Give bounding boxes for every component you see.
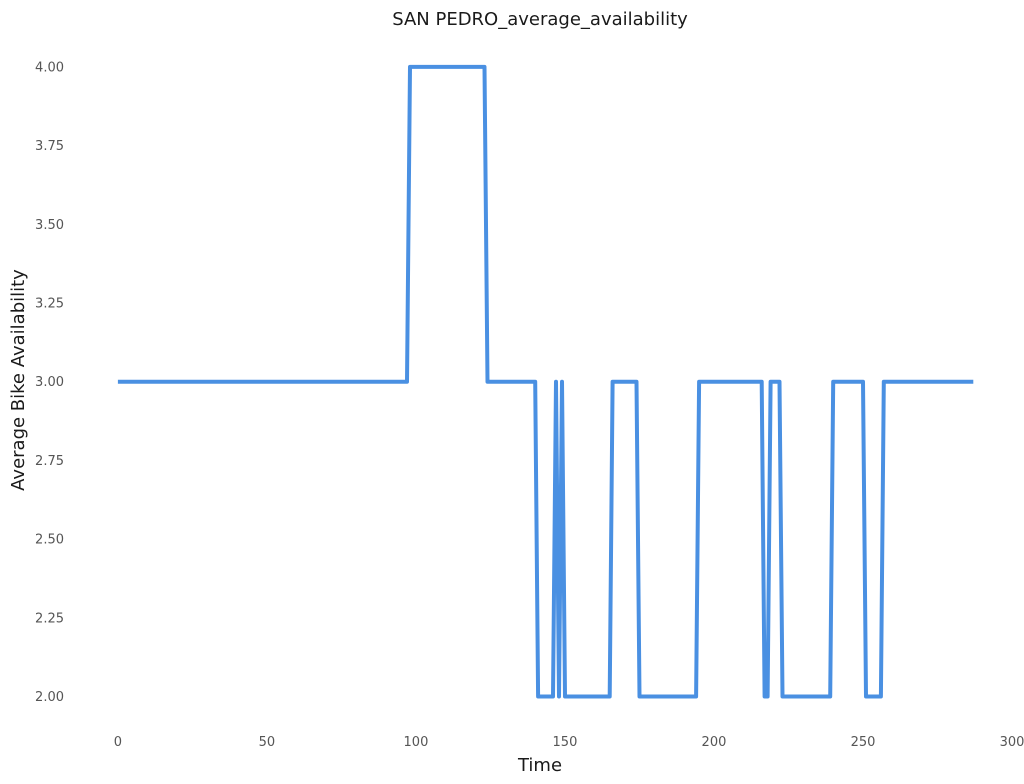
series-line bbox=[117, 64, 974, 699]
y-tick-label: 3.00 bbox=[35, 375, 64, 390]
x-tick-label: 150 bbox=[553, 735, 578, 750]
y-axis-ticks: 2.00 2.25 2.50 2.75 3.00 3.25 3.50 3.75 4.00 bbox=[35, 60, 64, 705]
y-tick-label: 4.00 bbox=[35, 60, 64, 75]
x-tick-label: 0 bbox=[114, 735, 122, 750]
y-tick-label: 2.75 bbox=[35, 454, 64, 469]
chart-title: SAN PEDRO_average_availability bbox=[392, 9, 688, 30]
y-tick-label: 3.25 bbox=[35, 297, 64, 312]
x-tick-label: 300 bbox=[1000, 735, 1024, 750]
x-tick-label: 200 bbox=[702, 735, 727, 750]
y-tick-label: 2.25 bbox=[35, 611, 64, 626]
x-tick-label: 50 bbox=[259, 735, 276, 750]
y-axis-label: Average Bike Availability bbox=[8, 269, 29, 491]
y-tick-label: 2.00 bbox=[35, 690, 64, 705]
y-tick-label: 2.50 bbox=[35, 533, 64, 548]
y-tick-label: 3.75 bbox=[35, 139, 64, 154]
x-axis-label: Time bbox=[517, 755, 562, 776]
x-tick-label: 250 bbox=[851, 735, 876, 750]
x-tick-label: 100 bbox=[404, 735, 429, 750]
y-tick-label: 3.50 bbox=[35, 218, 64, 233]
x-axis-ticks: 0 50 100 150 200 250 300 bbox=[114, 735, 1024, 750]
series-layer bbox=[117, 64, 974, 699]
